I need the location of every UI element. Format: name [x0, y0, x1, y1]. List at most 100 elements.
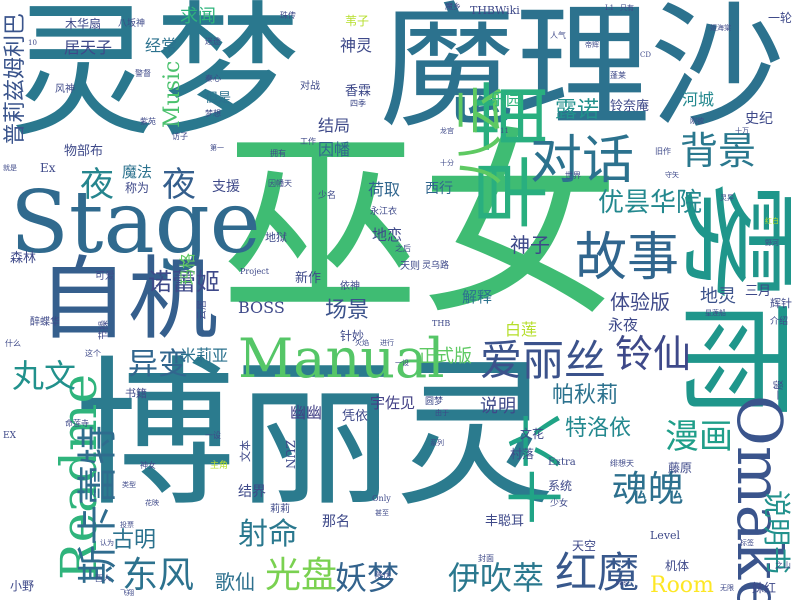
word-mengxiang: 梦想: [205, 109, 221, 118]
word-nuoleiji: 诺蕾姬: [148, 268, 220, 296]
word-yongjiangyi: 永江衣: [370, 207, 398, 217]
word-jiecao: 节操: [99, 320, 110, 340]
word-zun: ZUN: [283, 440, 297, 469]
word-xilie: 系列: [430, 439, 444, 447]
word-tengyuan: 藤原: [668, 461, 693, 475]
word-wenben: 文本: [239, 440, 252, 462]
word-boss: BOSS: [238, 298, 285, 317]
word-diyi: 第一: [210, 144, 224, 152]
word-dongfeng: 东风: [122, 555, 195, 596]
word-hongmo: 红魔: [555, 548, 640, 597]
word-xitong: 系统: [548, 479, 573, 493]
word-yishe1: 一设: [205, 431, 221, 440]
word-sheming: 射命: [238, 517, 298, 552]
word-fengcong: 丰聪耳: [485, 514, 525, 529]
word-senlin: 森林: [10, 251, 37, 266]
word-toupiao: 投票: [120, 521, 134, 529]
word-danshi: 但是: [205, 91, 232, 106]
word-chengwei: 称为: [125, 181, 150, 195]
word-sanyue: 三月: [745, 284, 772, 299]
word-pingyi: 凭依: [342, 409, 369, 424]
word-weizi: 苇子: [345, 14, 370, 28]
word-yunju: 云居: [197, 300, 208, 320]
word-hunpo: 魂魄: [612, 469, 685, 510]
word-jieju: 结局: [318, 116, 351, 135]
word-feixiang: 飞翔: [120, 589, 134, 597]
word-yilun: 一轮: [768, 11, 793, 25]
word-ex: Ex: [40, 161, 56, 175]
word-teluoyi: 特洛依: [565, 416, 632, 441]
word-ye1: 夜: [80, 165, 114, 205]
word-level: Level: [650, 529, 681, 542]
word-duihua: 对话: [530, 131, 635, 191]
word-youyu: 由于: [435, 409, 449, 417]
word-penglai: 蓬莱: [610, 71, 626, 80]
word-zhenmiao: 针妙: [340, 329, 365, 343]
word-yehe: 野河: [765, 239, 779, 247]
word-biaoqian: 标签: [740, 539, 754, 547]
word-diling: 地灵: [700, 286, 736, 307]
word-mingliansi: 命莲寺: [65, 419, 89, 428]
word-fengmian: 封面: [478, 554, 494, 563]
word-ye2: 夜: [162, 165, 196, 205]
word-cunluo: 村落: [510, 447, 535, 461]
word-shenling: 神灵: [340, 36, 373, 55]
word-mofa: 魔法: [122, 163, 153, 181]
word-yichuicui: 伊吹萃: [448, 559, 545, 597]
word-zhengshiban: 正式版: [418, 346, 472, 367]
word-lingnaian: 铃奈庵: [610, 99, 650, 114]
word-tianze: 天则: [400, 261, 420, 272]
word-ailisi: 爱丽丝: [480, 336, 607, 385]
word-wenhua: 文花: [520, 427, 545, 441]
word-muhuashan: 木华扇: [65, 17, 102, 31]
word-only: Only: [372, 494, 391, 503]
word-vas: Vas: [615, 579, 628, 587]
word-zhiyou: 只有: [620, 4, 634, 12]
word-diyu: 地狱: [265, 231, 287, 244]
word-feixiangtian: 绯想天: [610, 459, 634, 468]
word-hongbai: 红白: [765, 217, 779, 225]
word-shuji: 书籍: [125, 387, 147, 400]
word-lingxian: 铃仙: [615, 332, 692, 376]
word-lingwulu: 灵乌路: [422, 261, 450, 271]
word-jiti: 机体: [665, 559, 690, 573]
word-manhua: 漫画: [665, 417, 733, 457]
word-yuzuojian: 宇佐见: [370, 394, 416, 412]
word-youyou: 幽幽: [290, 403, 323, 422]
word-zuidiehua: 醉蝶华: [30, 317, 60, 328]
word-longgong: 龙宫: [440, 127, 454, 135]
word-jinxing: 进行: [380, 339, 394, 347]
word-thbwiki: THBWiki: [470, 4, 520, 17]
word-tiankong: 天空: [572, 539, 597, 553]
word-youtanhuayuan: 优昙华院: [598, 188, 703, 218]
word-molisha: 魔理沙: [380, 0, 785, 146]
word-qinxin: 秦心: [205, 74, 221, 83]
word-zhege: 这个: [85, 349, 101, 358]
word-shijie: 世界: [565, 171, 581, 180]
word-shiji: 史纪: [745, 111, 773, 127]
word-manual: Manual: [238, 327, 445, 390]
word-moxiang: 魔乡: [445, 2, 461, 11]
word-jiejie: 结界: [238, 484, 266, 500]
word-yiban: 一般: [774, 380, 785, 400]
word-meihong: 妹红: [752, 581, 777, 595]
word-yinfantian: 因幡天: [268, 179, 292, 188]
word-dihui: 帝辉: [585, 41, 599, 49]
word-l1: L1: [605, 4, 615, 12]
word-extra: Extra: [548, 457, 576, 468]
word-zhiyuan: 支援: [212, 179, 240, 195]
word-gexian: 歌仙: [215, 570, 255, 594]
word-miliya: 米莉亚: [180, 346, 229, 365]
word-yongye: 永夜: [608, 316, 639, 334]
word-xinglianchuan: 星莲船: [705, 309, 726, 317]
word-yinfan: 因幡: [318, 140, 351, 159]
word-renwei: 认为: [100, 539, 114, 547]
word-lili: 莉莉: [270, 504, 290, 515]
word-shaonu: 少女: [550, 499, 569, 509]
word-10: 10: [28, 39, 37, 47]
word-beijing: 背景: [680, 129, 757, 173]
word-yuanmeng: 圆梦: [425, 397, 444, 407]
word-11: 11: [500, 127, 509, 135]
word-wunu: 巫女: [220, 111, 621, 344]
word-tiyanban: 体验版: [610, 290, 670, 314]
